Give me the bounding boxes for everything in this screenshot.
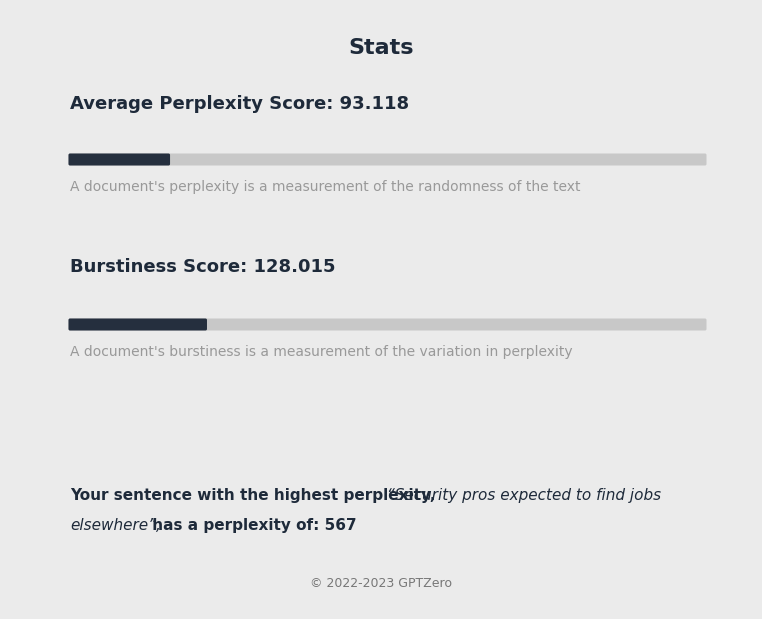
FancyBboxPatch shape <box>69 319 706 331</box>
Text: A document's burstiness is a measurement of the variation in perplexity: A document's burstiness is a measurement… <box>70 345 572 359</box>
Text: Burstiness Score: 128.015: Burstiness Score: 128.015 <box>70 258 335 276</box>
Text: A document's perplexity is a measurement of the randomness of the text: A document's perplexity is a measurement… <box>70 180 581 194</box>
FancyBboxPatch shape <box>69 319 207 331</box>
Text: Stats: Stats <box>348 38 414 58</box>
FancyBboxPatch shape <box>69 154 170 165</box>
Text: Average Perplexity Score: 93.118: Average Perplexity Score: 93.118 <box>70 95 409 113</box>
Text: elsewhere”,: elsewhere”, <box>70 518 161 533</box>
Text: © 2022-2023 GPTZero: © 2022-2023 GPTZero <box>310 577 452 590</box>
Text: “Security pros expected to find jobs: “Security pros expected to find jobs <box>382 488 661 503</box>
Text: Your sentence with the highest perplexity,: Your sentence with the highest perplexit… <box>70 488 436 503</box>
FancyBboxPatch shape <box>69 154 706 165</box>
Text: has a perplexity of: 567: has a perplexity of: 567 <box>147 518 357 533</box>
